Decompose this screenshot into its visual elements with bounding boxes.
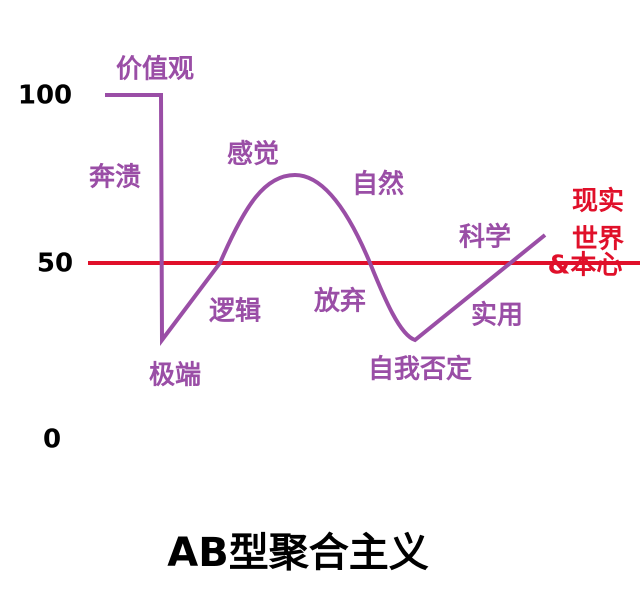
curve-label: 价值观 [116,55,194,85]
curve-label: 科学 [459,222,511,253]
curve-label: 感觉 [227,140,279,170]
axis-label: 50 [37,249,73,279]
curve-label: 实用 [471,300,523,331]
curve-label: 极端 [149,361,201,391]
line-label: 现实 [572,186,624,217]
line-label: 世界 [572,225,624,255]
curve-label: 自然 [352,169,404,200]
curve-label: 奔溃 [89,163,141,193]
curve [105,93,547,346]
axis-label: 100 [18,81,72,111]
line-label: &本心 [548,251,623,281]
curve-label: 放弃 [313,286,366,317]
curve-label: 自我否定 [368,354,472,385]
title: AB型聚合主义 [167,530,428,576]
axis-label: 0 [43,425,61,455]
curve-label: 逻辑 [209,297,261,327]
